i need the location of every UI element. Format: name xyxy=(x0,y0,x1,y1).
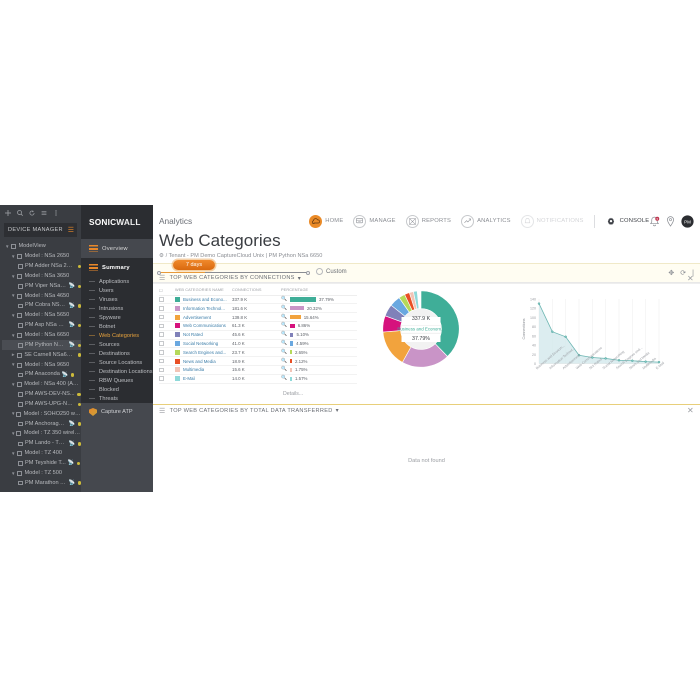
svg-text:37.79%: 37.79% xyxy=(412,336,430,342)
svg-text:Connections: Connections xyxy=(522,318,526,339)
svg-text:140: 140 xyxy=(530,298,536,302)
svg-text:PM: PM xyxy=(684,219,691,224)
svg-text:120: 120 xyxy=(530,307,536,311)
svg-text:337.9 K: 337.9 K xyxy=(412,316,431,322)
svg-text:Business and Econom...: Business and Econom... xyxy=(397,327,444,332)
svg-text:60: 60 xyxy=(532,334,536,338)
svg-text:100: 100 xyxy=(530,316,536,320)
svg-text:80: 80 xyxy=(532,325,536,329)
svg-text:40: 40 xyxy=(532,344,536,348)
svg-text:20: 20 xyxy=(532,353,536,357)
